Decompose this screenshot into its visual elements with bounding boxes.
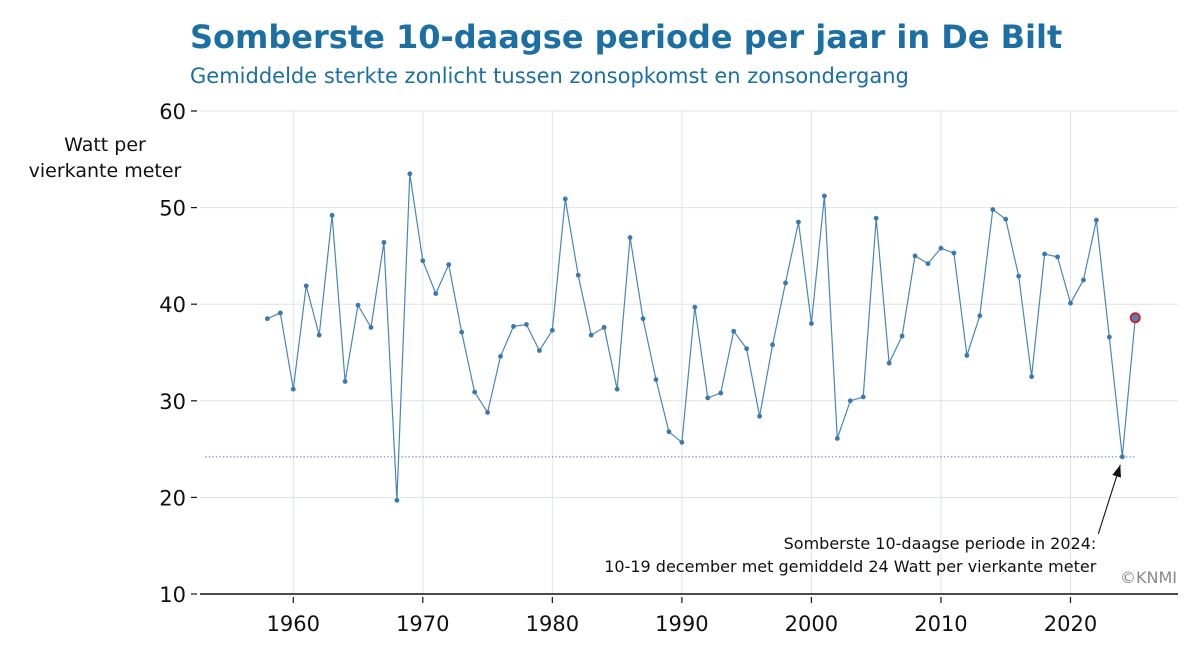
data-point-1983 (588, 332, 594, 338)
data-point-1964 (342, 379, 348, 384)
data-point-2020 (1068, 300, 1073, 306)
chart-subtitle: Gemiddelde sterkte zonlicht tussen zonso… (190, 64, 909, 88)
annotation-line-1: Somberste 10-daagse periode in 2024: (784, 534, 1097, 553)
y-axis-label: Watt per vierkante meter (0, 132, 210, 184)
data-point-1988 (653, 377, 659, 382)
data-point-1968 (394, 497, 400, 503)
data-point-1958 (264, 316, 270, 322)
x-tick-label-2020: 2020 (1044, 612, 1097, 636)
data-point-1977 (511, 324, 516, 329)
data-point-2000 (809, 321, 814, 326)
data-point-1972 (446, 262, 452, 267)
data-point-1973 (459, 329, 465, 335)
data-point-2001 (821, 193, 827, 199)
x-tick-label-1960: 1960 (267, 612, 320, 636)
annotation-line-2: 10-19 december met gemiddeld 24 Watt per… (604, 557, 1096, 576)
y-tick-label-30: 30 (159, 390, 186, 414)
grid-lines (200, 110, 1178, 594)
y-tick-label-40: 40 (159, 293, 186, 317)
data-point-2023 (1106, 334, 1112, 340)
data-point-2015 (1003, 216, 1009, 222)
data-point-1990 (679, 439, 685, 445)
data-point-1989 (666, 429, 672, 435)
data-point-1996 (757, 413, 762, 419)
data-point-2007 (899, 333, 905, 339)
chart-title: Somberste 10-daagse periode per jaar in … (190, 18, 1063, 56)
data-point-1993 (718, 390, 724, 396)
data-point-1999 (796, 219, 801, 225)
data-point-1998 (783, 280, 788, 286)
data-point-2014 (990, 207, 996, 212)
data-point-1986 (627, 235, 633, 240)
data-point-1984 (601, 324, 607, 330)
data-point-2019 (1055, 254, 1060, 260)
y-tick-label-20: 20 (159, 486, 186, 510)
data-point-2012 (964, 352, 970, 358)
data-point-1978 (524, 322, 529, 327)
data-point-1965 (355, 302, 361, 308)
data-point-1970 (420, 258, 426, 264)
x-tick-label-1970: 1970 (396, 612, 449, 636)
data-point-1985 (614, 386, 620, 392)
x-tick-label-1990: 1990 (655, 612, 708, 636)
y-tick-label-60: 60 (159, 100, 186, 124)
data-point-1992 (705, 395, 711, 401)
x-tick-label-1980: 1980 (526, 612, 579, 636)
data-point-2011 (951, 250, 957, 256)
data-point-1966 (368, 324, 374, 330)
y-axis-label-line-2: vierkante meter (28, 160, 182, 182)
data-point-1994 (731, 328, 737, 334)
highlight-point-2025 (1129, 312, 1141, 324)
data-point-1961 (303, 283, 309, 289)
data-point-2005 (873, 215, 879, 221)
series-line (267, 173, 1136, 501)
data-point-1981 (562, 196, 568, 202)
data-point-2003 (847, 398, 853, 404)
x-tick-label-2010: 2010 (914, 612, 967, 636)
data-point-2021 (1081, 277, 1086, 283)
data-point-1967 (381, 239, 387, 245)
data-point-1960 (290, 386, 296, 392)
y-tick-label-10: 10 (159, 583, 186, 607)
data-point-2017 (1029, 374, 1035, 380)
data-point-1997 (770, 342, 775, 348)
annotation-group: Somberste 10-daagse periode in 2024: 10-1… (604, 464, 1121, 576)
data-point-1991 (692, 304, 698, 310)
data-point-2004 (860, 394, 866, 400)
data-point-2016 (1016, 273, 1022, 279)
data-point-1975 (485, 409, 490, 415)
x-tick-label-2000: 2000 (785, 612, 838, 636)
data-point-1959 (277, 310, 283, 316)
data-point-1987 (640, 316, 646, 322)
data-point-1980 (549, 327, 555, 333)
axes: 10 20 30 40 50 60 1960 1970 1980 1990 2000 2010 2020 (159, 100, 1178, 636)
data-point-2008 (912, 253, 918, 259)
credit-text: ©KNMI (1120, 568, 1177, 587)
data-point-1969 (407, 171, 413, 177)
data-point-1982 (575, 272, 581, 278)
data-point-1995 (744, 346, 750, 352)
data-point-2010 (938, 245, 944, 251)
y-tick-label-50: 50 (159, 197, 186, 221)
data-point-1976 (498, 353, 503, 359)
data-point-2009 (925, 261, 931, 267)
annotation-arrow-head (1112, 464, 1121, 478)
data-point-1979 (536, 348, 542, 353)
data-point-1971 (433, 291, 439, 296)
data-point-2006 (886, 360, 892, 366)
data-point-2024 (1119, 454, 1125, 460)
data-point-2018 (1042, 251, 1047, 257)
data-point-2013 (977, 313, 983, 319)
series-group (264, 171, 1141, 503)
data-point-1974 (472, 389, 478, 395)
annotation-arrow-line (1097, 464, 1121, 535)
data-point-1963 (329, 212, 335, 218)
data-point-1962 (316, 332, 322, 338)
data-point-2002 (834, 436, 840, 441)
y-axis-label-line-1: Watt per (64, 134, 146, 156)
data-point-2022 (1093, 217, 1099, 223)
